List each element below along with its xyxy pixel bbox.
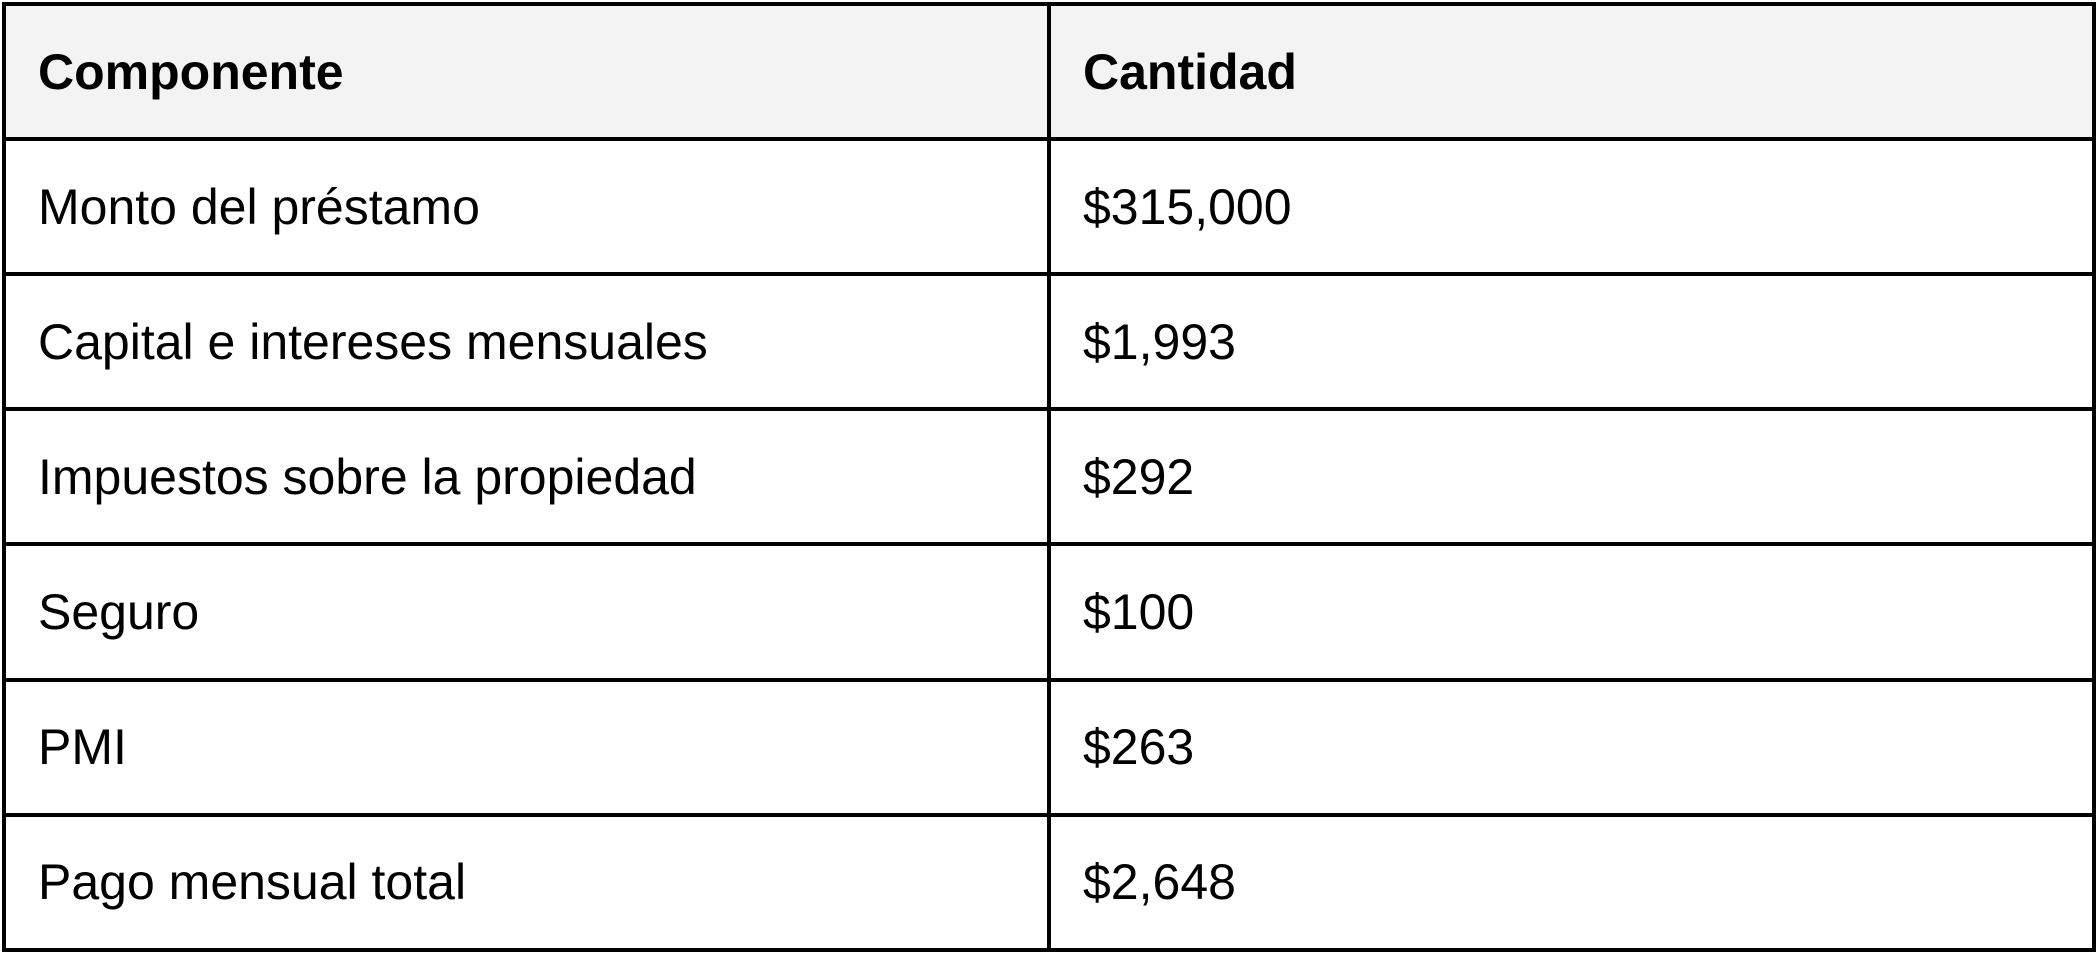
table-row: PMI $263 [2, 677, 2096, 817]
column-header-cantidad: Cantidad [1047, 2, 2096, 141]
component-cell: Capital e intereses mensuales [2, 272, 1051, 412]
amount-cell: $292 [1047, 407, 2096, 547]
component-cell: Seguro [2, 542, 1051, 682]
amount-cell: $263 [1047, 677, 2096, 817]
header-row: Componente Cantidad [2, 2, 2096, 141]
amount-cell: $2,648 [1047, 812, 2096, 953]
table-row: Capital e intereses mensuales $1,993 [2, 272, 2096, 412]
component-cell: Monto del préstamo [2, 136, 1051, 277]
table-row-total: Pago mensual total $2,648 [2, 812, 2096, 953]
table-header: Componente Cantidad [2, 2, 2096, 141]
component-cell: Impuestos sobre la propiedad [2, 407, 1051, 547]
amount-cell: $100 [1047, 542, 2096, 682]
component-cell: Pago mensual total [2, 812, 1051, 953]
table-row: Impuestos sobre la propiedad $292 [2, 407, 2096, 547]
amount-cell: $1,993 [1047, 272, 2096, 412]
component-cell: PMI [2, 677, 1051, 817]
amount-cell: $315,000 [1047, 136, 2096, 277]
column-header-componente: Componente [2, 2, 1051, 141]
table-row: Seguro $100 [2, 542, 2096, 682]
table-row: Monto del préstamo $315,000 [2, 136, 2096, 277]
table-body: Monto del préstamo $315,000 Capital e in… [2, 136, 2096, 953]
